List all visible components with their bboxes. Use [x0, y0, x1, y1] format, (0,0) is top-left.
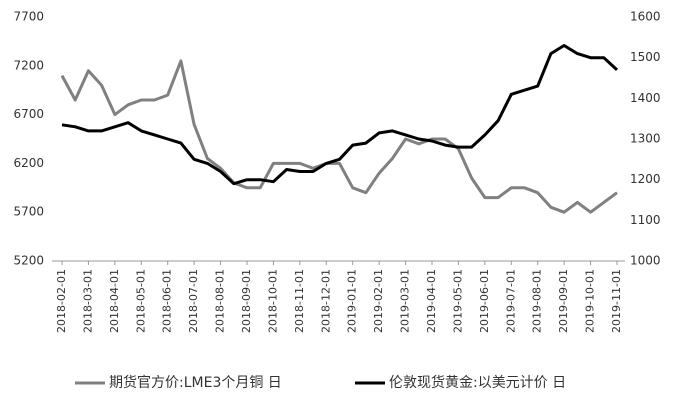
legend-label: 伦敦现货黄金:以美元计价 日 [389, 374, 566, 391]
x-tick-label: 2019-01-01 [346, 269, 359, 333]
x-tick-label: 2018-09-01 [240, 269, 253, 333]
x-tick-label: 2018-06-01 [161, 269, 174, 333]
y2-tick-label: 1300 [630, 132, 661, 146]
x-tick-label: 2019-04-01 [425, 269, 438, 333]
y2-tick-label: 1500 [630, 50, 661, 64]
x-tick-label: 2018-11-01 [293, 269, 306, 333]
y-tick-label: 6200 [13, 156, 44, 170]
y-tick-label: 7200 [13, 58, 44, 72]
y-tick-label: 7700 [13, 10, 44, 24]
y2-tick-label: 1600 [630, 10, 661, 24]
x-tick-label: 2018-04-01 [108, 269, 121, 333]
x-tick-label: 2018-03-01 [81, 269, 94, 333]
x-tick-label: 2018-12-01 [319, 269, 332, 333]
y2-tick-label: 1400 [630, 91, 661, 105]
x-tick-label: 2019-08-01 [531, 269, 544, 333]
x-tick-label: 2019-06-01 [478, 269, 491, 333]
y-tick-label: 5200 [13, 254, 44, 268]
x-tick-label: 2018-08-01 [214, 269, 227, 333]
series-line [60, 59, 618, 214]
x-tick-label: 2019-03-01 [399, 269, 412, 333]
x-tick-label: 2019-05-01 [451, 269, 464, 333]
y-tick-label: 5700 [13, 205, 44, 219]
y2-tick-label: 1200 [630, 172, 661, 186]
x-tick-label: 2019-11-01 [610, 269, 623, 333]
x-tick-label: 2018-05-01 [134, 269, 147, 333]
x-tick-label: 2019-02-01 [372, 269, 385, 333]
x-tick-label: 2018-07-01 [187, 269, 200, 333]
x-tick-label: 2018-10-01 [266, 269, 279, 333]
y-tick-label: 6700 [13, 107, 44, 121]
series-line [61, 44, 619, 186]
x-tick-label: 2019-07-01 [504, 269, 517, 333]
x-tick-label: 2019-10-01 [584, 269, 597, 333]
y2-tick-label: 1000 [630, 254, 661, 268]
y2-tick-label: 1100 [630, 213, 661, 227]
x-tick-label: 2019-09-01 [557, 269, 570, 333]
legend-label: 期货官方价:LME3个月铜 日 [109, 374, 282, 391]
x-tick-label: 2018-02-01 [55, 269, 68, 333]
